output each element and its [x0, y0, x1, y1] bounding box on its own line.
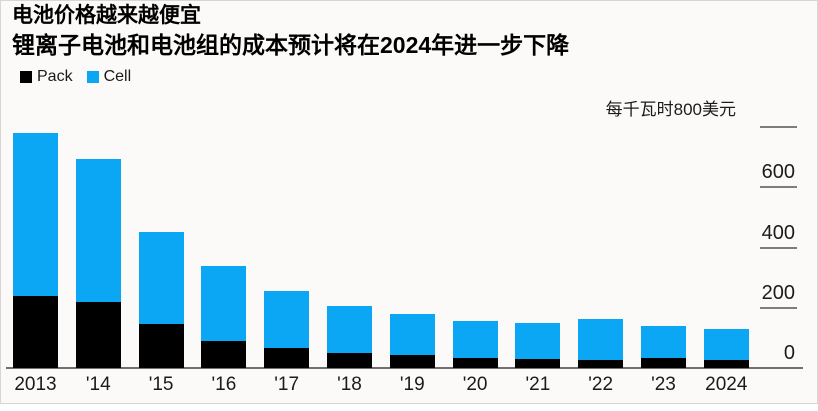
bar-pack-segment: [201, 340, 247, 368]
cell-swatch-icon: [86, 71, 99, 83]
x-tick-label: '19: [399, 374, 425, 395]
bar-pack-segment: [452, 358, 498, 368]
x-tick-label: '21: [525, 374, 551, 395]
x-tick-label: '16: [211, 374, 237, 395]
bar-pack-segment: [578, 360, 624, 368]
y-tick-mark: [760, 186, 797, 189]
bar-pack-segment: [13, 295, 58, 368]
x-axis-line: [6, 367, 803, 369]
bar-cell-segment: [389, 313, 435, 356]
bar-cell-segment: [452, 320, 498, 359]
bar-pack-segment: [138, 324, 184, 368]
legend: Pack Cell: [20, 69, 131, 85]
y-tick-mark: [760, 246, 797, 249]
bar-cell-segment: [201, 265, 247, 341]
bar-cell-segment: [703, 328, 749, 361]
y-tick-label: 200: [761, 281, 795, 304]
pack-swatch-icon: [20, 71, 32, 83]
y-tick-label: 400: [761, 221, 795, 244]
bar-pack-segment: [75, 301, 121, 368]
legend-label-pack: Pack: [37, 68, 73, 85]
bar-pack-segment: [703, 360, 749, 368]
legend-item-pack: Pack: [20, 69, 73, 85]
y-tick-mark: [760, 126, 797, 128]
x-tick-label: '20: [462, 374, 488, 395]
y-axis-unit-label: 每千瓦时800美元: [605, 100, 736, 119]
bar-cell-segment: [75, 158, 121, 302]
x-tick-label: '22: [588, 374, 614, 395]
bar-cell-segment: [264, 291, 310, 348]
y-tick-label: 0: [783, 342, 795, 364]
y-tick-mark: [760, 306, 797, 309]
x-tick-label: '14: [85, 374, 111, 395]
legend-label-cell: Cell: [103, 68, 132, 85]
bar-pack-segment: [389, 355, 435, 368]
x-tick-label: '15: [148, 374, 174, 395]
chart-title: 电池价格越来越便宜: [12, 4, 201, 27]
legend-item-cell: Cell: [86, 68, 132, 85]
bar-cell-segment: [641, 326, 686, 359]
chart-subtitle: 锂离子电池和电池组的成本预计将在2024年进一步下降: [12, 32, 570, 58]
bar-cell-segment: [138, 232, 184, 325]
x-tick-label: '17: [274, 374, 300, 395]
y-tick-label: 600: [761, 161, 795, 184]
bar-cell-segment: [515, 323, 561, 359]
x-tick-label: '23: [651, 374, 676, 395]
x-tick-label: 2013: [14, 374, 57, 395]
bar-cell-segment: [578, 318, 624, 361]
bar-cell-segment: [327, 305, 372, 353]
bar-pack-segment: [264, 347, 310, 368]
bar-pack-segment: [327, 352, 372, 368]
bar-cell-segment: [13, 133, 58, 296]
x-tick-label: 2024: [705, 374, 748, 395]
bar-pack-segment: [641, 358, 686, 368]
bar-pack-segment: [515, 358, 561, 368]
x-tick-label: '18: [337, 374, 362, 395]
